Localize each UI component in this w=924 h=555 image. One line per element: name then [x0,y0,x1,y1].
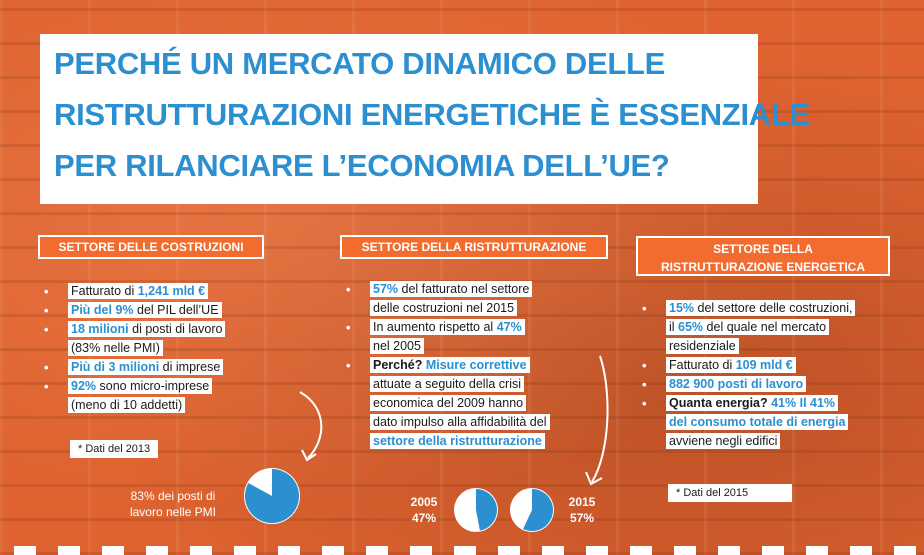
list-item: • 57% del fatturato nel settore [340,281,610,298]
list-item-continuation: del consumo totale di energia [636,414,916,431]
title-line-2: RISTRUTTURAZIONI ENERGETICHE È ESSENZIAL… [54,97,810,132]
pie-chart-pmi [244,468,300,524]
pie-label-2005: 2005 47% [410,495,438,525]
list-item: • In aumento rispetto al 47% [340,319,610,336]
bullet-icon: • [44,360,49,375]
section-heading-energetica: SETTORE DELLA RISTRUTTURAZIONE ENERGETIC… [636,236,890,276]
list-item: • Fatturato di 1,241 mld € [38,283,298,300]
list-item-continuation: dato impulso alla affidabilità del [340,414,610,431]
list-item: • Fatturato di 109 mld € [636,357,916,374]
dash-mark [102,546,124,555]
section-heading-text: SETTORE DELLE COSTRUZIONI [58,240,244,254]
bullet-icon: • [44,284,49,299]
curved-arrow-icon [585,355,609,486]
dash-mark [146,546,168,555]
list-item: • Perché? Misure correttive [340,357,610,374]
bullet-list-energetica: • 15% del settore delle costruzioni, il … [636,300,916,452]
bullet-icon: • [44,379,49,394]
dash-mark [410,546,432,555]
dash-mark [454,546,476,555]
pie-slice-2005 [476,489,497,531]
list-item: • Quanta energia? 41% Il 41% [636,395,916,412]
list-item-continuation: delle costruzioni nel 2015 [340,300,610,317]
list-item-continuation: il 65% del quale nel mercato [636,319,916,336]
dash-mark [190,546,212,555]
list-item-continuation: economica del 2009 hanno [340,395,610,412]
dash-mark [542,546,564,555]
list-item-continuation: nel 2005 [340,338,610,355]
section-heading-ristrutturazione: SETTORE DELLA RISTRUTTURAZIONE [340,235,608,259]
section-heading-text: SETTORE DELLA RISTRUTTURAZIONE [361,240,587,254]
pie-slice-pmi [245,469,299,523]
list-item-continuation: settore della ristrutturazione [340,433,610,450]
pie-chart-2005 [454,488,498,532]
list-item: • 92% sono micro-imprese [38,378,298,395]
list-item: • 882 900 posti di lavoro [636,376,916,393]
list-item: • 15% del settore delle costruzioni, [636,300,916,317]
pie-label-pmi: 83% dei posti di lavoro nelle PMI [129,489,217,519]
dash-mark [630,546,652,555]
bullet-icon: • [346,282,351,297]
bullet-icon: • [642,396,647,411]
bullet-list-costruzioni: • Fatturato di 1,241 mld € • Più del 9% … [38,283,298,416]
curved-arrow-icon [299,391,323,462]
list-item-continuation: (83% nelle PMI) [38,340,298,357]
list-item: • Più di 3 milioni di imprese [38,359,298,376]
dash-mark [322,546,344,555]
dash-mark [586,546,608,555]
dash-mark [674,546,696,555]
bullet-icon: • [642,377,647,392]
dash-mark [498,546,520,555]
dash-mark [234,546,256,555]
title-line-1: PERCHÉ UN MERCATO DINAMICO DELLE [54,46,665,81]
dash-mark [718,546,740,555]
bullet-icon: • [44,303,49,318]
title-box: PERCHÉ UN MERCATO DINAMICO DELLE RISTRUT… [40,34,810,204]
bullet-list-ristrutturazione: • 57% del fatturato nel settore delle co… [340,281,610,452]
bottom-dashes [0,546,924,555]
footnote-2013: * Dati del 2013 [70,440,159,458]
bullet-icon: • [642,301,647,316]
pie-chart-2015 [510,488,554,532]
bullet-icon: • [44,322,49,337]
dash-mark [894,546,916,555]
bullet-icon: • [346,358,351,373]
list-item: • 18 milioni di posti di lavoro [38,321,298,338]
dash-mark [14,546,36,555]
dash-mark [762,546,784,555]
footnote-2015: * Dati del 2015 [668,484,792,502]
list-item-continuation: (meno di 10 addetti) [38,397,298,414]
bullet-icon: • [642,358,647,373]
pie-slice-2015 [523,489,553,531]
title-line-3: PER RILANCIARE L’ECONOMIA DELL’UE? [54,148,670,183]
dash-mark [58,546,80,555]
bullet-icon: • [346,320,351,335]
section-heading-costruzioni: SETTORE DELLE COSTRUZIONI [38,235,264,259]
dash-mark [366,546,388,555]
list-item-continuation: attuate a seguito della crisi [340,376,610,393]
dash-mark [278,546,300,555]
list-item-continuation: residenziale [636,338,916,355]
list-item: • Più del 9% del PIL dell’UE [38,302,298,319]
dash-mark [806,546,828,555]
pie-label-2015: 2015 57% [568,495,596,525]
list-item-continuation: avviene negli edifici [636,433,916,450]
dash-mark [850,546,872,555]
